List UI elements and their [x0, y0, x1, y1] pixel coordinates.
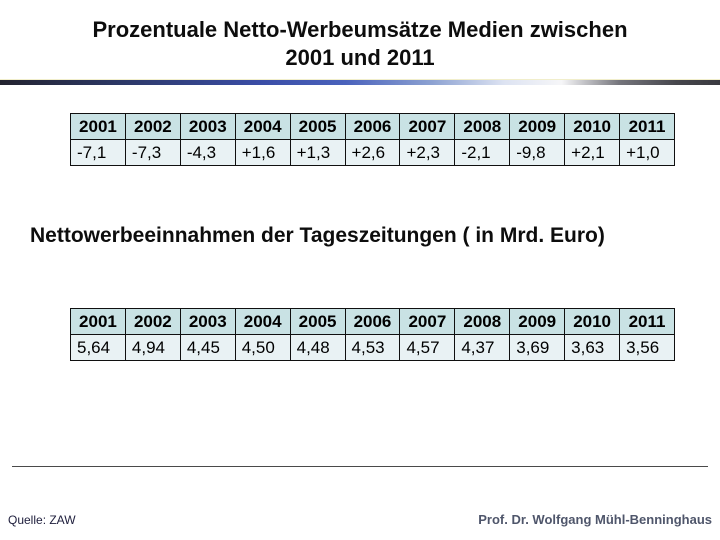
year-header-cell: 2001 [70, 113, 126, 140]
year-header-cell: 2003 [179, 113, 236, 140]
year-header-cell: 2010 [564, 113, 621, 140]
value-cell: -9,8 [509, 139, 566, 166]
value-cell: 4,50 [234, 334, 291, 361]
slide-title-line1: Prozentuale Netto-Werbeumsätze Medien zw… [92, 17, 628, 42]
year-header-cell: 2006 [344, 113, 401, 140]
value-cell: 4,53 [344, 334, 401, 361]
table-header-row: 2001 2002 2003 2004 2005 2006 2007 2008 2009 2010… [70, 113, 675, 140]
value-cell: 4,57 [399, 334, 456, 361]
value-cell: +2,6 [344, 139, 401, 166]
table-value-row: -7,1 -7,3 -4,3 +1,6 +1,3 +2,6 +2,3 -2,1 -9,8 +2,1… [70, 139, 675, 166]
year-header-cell: 2009 [509, 113, 566, 140]
year-header-cell: 2011 [619, 113, 675, 140]
slide-title: Prozentuale Netto-Werbeumsätze Medien zw… [0, 16, 720, 72]
value-cell: +1,0 [619, 139, 675, 166]
value-cell: 5,64 [70, 334, 126, 361]
year-header-cell: 2005 [289, 308, 346, 335]
year-header-cell: 2001 [70, 308, 126, 335]
year-header-cell: 2008 [454, 113, 511, 140]
value-cell: 4,37 [454, 334, 511, 361]
footer-divider-line [12, 466, 708, 467]
year-header-cell: 2002 [124, 113, 181, 140]
value-cell: +1,3 [289, 139, 346, 166]
year-header-cell: 2006 [344, 308, 401, 335]
year-header-cell: 2011 [619, 308, 675, 335]
value-cell: +1,6 [234, 139, 291, 166]
value-cell: 4,45 [179, 334, 236, 361]
year-header-cell: 2007 [399, 113, 456, 140]
slide-subtitle: Nettowerbeeinnahmen der Tageszeitungen (… [30, 224, 605, 247]
value-cell: +2,1 [564, 139, 621, 166]
table-header-row: 2001 2002 2003 2004 2005 2006 2007 2008 2009 2010… [70, 308, 675, 335]
value-cell: 3,56 [619, 334, 675, 361]
value-cell: -2,1 [454, 139, 511, 166]
year-header-cell: 2002 [124, 308, 181, 335]
year-header-cell: 2009 [509, 308, 566, 335]
year-header-cell: 2008 [454, 308, 511, 335]
newspaper-net-ad-revenue-table: 2001 2002 2003 2004 2005 2006 2007 2008 2009 2010… [70, 308, 675, 361]
value-cell: -7,1 [70, 139, 126, 166]
value-cell: 3,63 [564, 334, 621, 361]
year-header-cell: 2004 [234, 113, 291, 140]
year-header-cell: 2010 [564, 308, 621, 335]
value-cell: -4,3 [179, 139, 236, 166]
source-credit: Quelle: ZAW [8, 513, 76, 527]
title-divider-line [0, 79, 720, 85]
media-net-ad-revenue-change-table: 2001 2002 2003 2004 2005 2006 2007 2008 2009 2010… [70, 113, 675, 166]
value-cell: -7,3 [124, 139, 181, 166]
slide-title-line2: 2001 und 2011 [285, 45, 435, 70]
year-header-cell: 2007 [399, 308, 456, 335]
value-cell: 4,94 [124, 334, 181, 361]
value-cell: 3,69 [509, 334, 566, 361]
value-cell: 4,48 [289, 334, 346, 361]
table-value-row: 5,64 4,94 4,45 4,50 4,48 4,53 4,57 4,37 3,69 3,63… [70, 334, 675, 361]
value-cell: +2,3 [399, 139, 456, 166]
year-header-cell: 2005 [289, 113, 346, 140]
year-header-cell: 2004 [234, 308, 291, 335]
year-header-cell: 2003 [179, 308, 236, 335]
author-credit: Prof. Dr. Wolfgang Mühl-Benninghaus [478, 512, 712, 527]
